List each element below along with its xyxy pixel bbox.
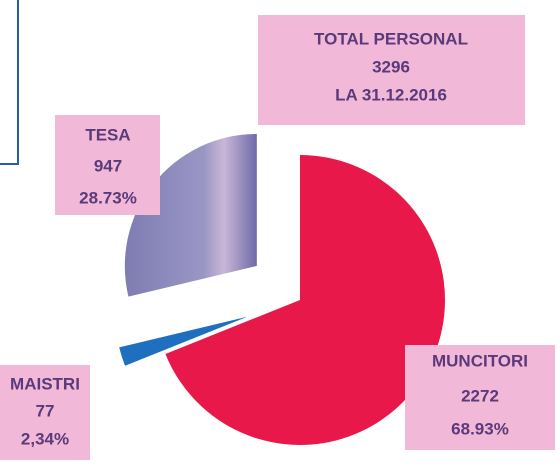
title-line: LA 31.12.2016	[335, 85, 447, 104]
pie	[119, 133, 446, 445]
title-line: 3296	[372, 57, 410, 76]
slice-percent: 28.73%	[79, 188, 137, 207]
frame-fragment	[0, 0, 19, 165]
label-box	[405, 345, 555, 450]
title-box	[258, 15, 525, 125]
slice-name: TESA	[85, 125, 130, 144]
title-line: TOTAL PERSONAL	[314, 29, 468, 48]
slice-percent: 2,34%	[21, 429, 69, 448]
slice-name: MAISTRI	[10, 374, 80, 393]
slice-name: MUNCITORI	[432, 351, 528, 370]
label-box	[0, 365, 90, 460]
pie-slice	[119, 316, 248, 366]
label-box	[55, 115, 160, 215]
slice-value: 947	[94, 156, 122, 175]
slice-value: 77	[36, 401, 55, 420]
pie-slice	[165, 155, 446, 445]
slice-value: 2272	[461, 386, 499, 405]
slice-percent: 68.93%	[451, 419, 509, 438]
pie-slice	[124, 133, 257, 297]
